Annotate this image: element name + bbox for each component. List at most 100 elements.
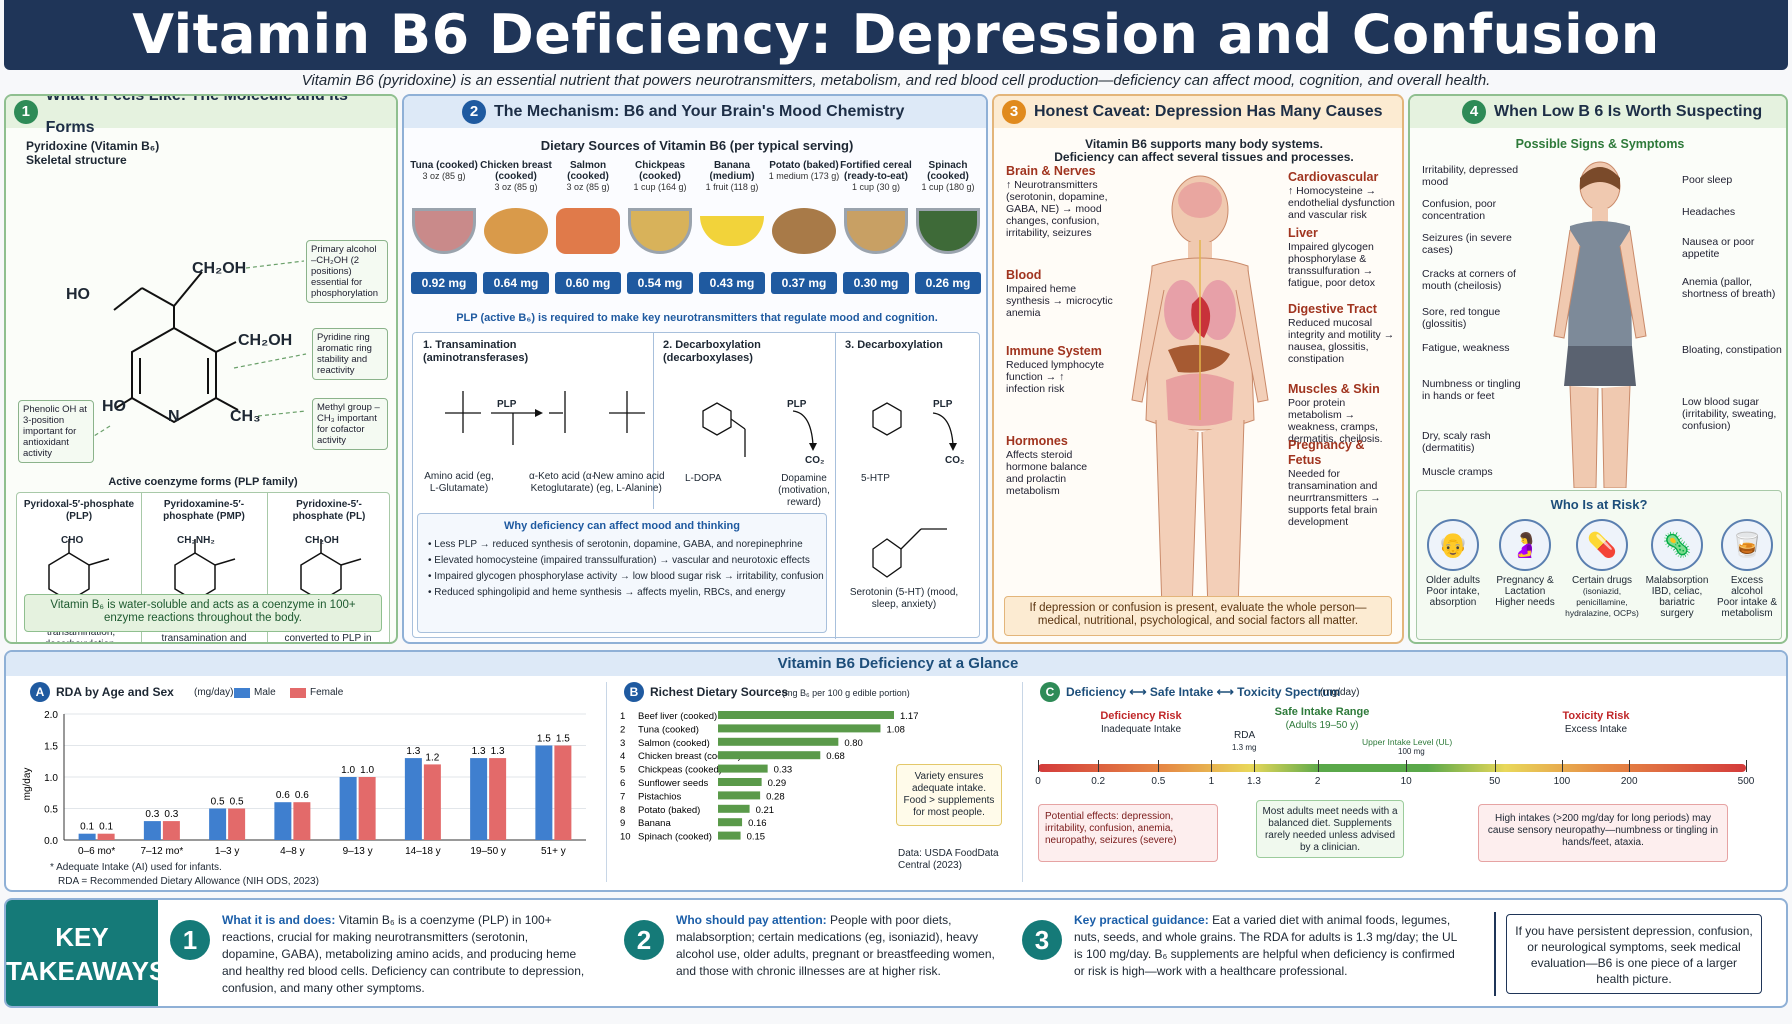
food-spinach: Spinach (cooked) 1 cup (180 g) bbox=[921, 160, 975, 192]
why-item-3: • Impaired glycogen phosphorylase activi… bbox=[428, 571, 824, 582]
sign-poor-sleep: Poor sleep bbox=[1682, 174, 1733, 186]
food-salmon-amount: 0.60 mg bbox=[555, 272, 621, 294]
source-rank: 2 bbox=[620, 724, 625, 735]
form-plp-group: CHO bbox=[61, 535, 84, 546]
system-liver: Liver Impaired glycogen phosphorylase & t… bbox=[1288, 226, 1375, 289]
form-pmp-name: Pyridoxamine-5′-phosphate (PMP) bbox=[163, 499, 245, 522]
r3-5htp: 5-HTP bbox=[861, 473, 890, 484]
rda-x-tick: 14–18 y bbox=[405, 846, 441, 857]
form-pmp-group: CH₂NH₂ bbox=[177, 535, 215, 546]
rda-bar-male bbox=[339, 777, 357, 840]
food-tuna-image bbox=[412, 208, 476, 254]
food-chicken-amount: 0.64 mg bbox=[483, 272, 549, 294]
rda-bar-label: 0.3 bbox=[145, 809, 159, 820]
pyridoxine-structure bbox=[93, 260, 307, 437]
r2-plp: PLP bbox=[787, 399, 807, 410]
rda-bar-label: 0.1 bbox=[80, 822, 94, 833]
source-rank: 4 bbox=[620, 751, 625, 762]
spectrum-unit: (mg/day) bbox=[1320, 687, 1360, 698]
source-rank: 10 bbox=[620, 832, 631, 843]
atom-n: N bbox=[168, 408, 180, 425]
rda-x-tick: 9–13 y bbox=[343, 846, 373, 857]
food-chicken-image bbox=[484, 208, 548, 254]
rda-y-tick: 1.0 bbox=[44, 773, 58, 784]
rda-bar-male bbox=[78, 833, 96, 840]
source-bar bbox=[718, 791, 761, 800]
intestine-icon: 🦠 bbox=[1651, 519, 1703, 571]
rda-marker-label: RDA bbox=[1234, 730, 1256, 741]
ul-marker-label: Upper Intake Level (UL) bbox=[1362, 737, 1453, 747]
system-brain: Brain & Nerves ↑ Neurotransmitters (serot… bbox=[1006, 164, 1108, 239]
rda-bar-label: 1.3 bbox=[406, 746, 420, 757]
risk-title: Who Is at Risk? bbox=[1550, 497, 1648, 512]
final-note: If you have persistent depression, confu… bbox=[1506, 914, 1762, 994]
r3-co2: CO₂ bbox=[945, 455, 965, 466]
food-cereal: Fortified cereal (ready-to-eat) 1 cup (30… bbox=[840, 160, 912, 192]
reaction-diagrams bbox=[445, 391, 957, 578]
food-chickpeas: Chickpeas (cooked) 1 cup (164 g) bbox=[633, 160, 687, 192]
sign-glossitis: Sore, red tongue (glossitis) bbox=[1422, 306, 1501, 330]
source-value: 0.28 bbox=[766, 791, 785, 802]
source-rank: 8 bbox=[620, 805, 625, 816]
atom-ch3: CH₃ bbox=[230, 408, 261, 425]
rda-bar-female bbox=[554, 745, 572, 840]
rda-bar-label: 0.6 bbox=[295, 790, 309, 801]
r2-co2: CO₂ bbox=[805, 455, 825, 466]
panel-caveat-title: Honest Caveat: Depression Has Many Cause… bbox=[1034, 103, 1383, 120]
page-title: Vitamin B6 Deficiency: Depression and Co… bbox=[4, 0, 1788, 70]
callout-pyridine-ring: Pyridine ring aromatic ring stability an… bbox=[312, 328, 388, 380]
sources-title: Dietary Sources of Vitamin B6 (per typic… bbox=[540, 138, 854, 153]
rda-bar-label: 1.5 bbox=[537, 734, 551, 745]
rda-bar-male bbox=[274, 802, 292, 840]
food-row: Tuna (cooked) 3 oz (85 g) Chicken breast … bbox=[408, 160, 986, 400]
woman-illustration bbox=[1553, 161, 1647, 488]
source-value: 0.21 bbox=[756, 805, 775, 816]
rda-bar-male bbox=[404, 758, 422, 840]
ul-marker-value: 100 mg bbox=[1398, 747, 1425, 756]
risk-pregnancy: 🤰 Pregnancy & Lactation Higher needs bbox=[1493, 519, 1557, 608]
panel-mechanism: 2 The Mechanism: B6 and Your Brain's Moo… bbox=[402, 94, 988, 644]
panel-glance: Vitamin B6 Deficiency at a Glance A RDA … bbox=[4, 650, 1788, 892]
r1-new-amino-acid: New amino acid (eg, L-Alanine) bbox=[593, 471, 665, 494]
safe-range-sub: (Adults 19–50 y) bbox=[1285, 720, 1359, 731]
food-potato: Potato (baked) 1 medium (173 g) bbox=[768, 160, 840, 181]
form-pl-name: Pyridoxine-5′-phosphate (PL) bbox=[292, 499, 366, 522]
source-bar bbox=[718, 751, 821, 760]
spectrum-title: Deficiency ⟷ Safe Intake ⟷ Toxicity Spec… bbox=[1066, 685, 1341, 699]
rda-bar-label: 0.5 bbox=[230, 797, 244, 808]
food-salmon-image bbox=[556, 208, 620, 254]
spectrum-tick-mark bbox=[1317, 760, 1319, 772]
risk-older-adults: 👴 Older adults Poor intake, absorption bbox=[1421, 519, 1485, 608]
food-chicken: Chicken breast (cooked) 3 oz (85 g) bbox=[480, 160, 552, 192]
food-potato-amount: 0.37 mg bbox=[771, 272, 837, 294]
panel-number-4: 4 bbox=[1462, 100, 1486, 124]
molecule-subtitle: Skeletal structure bbox=[26, 153, 127, 167]
spectrum-tick-mark bbox=[1098, 760, 1100, 772]
panel-suspect-title: When Low B 6 Is Worth Suspecting bbox=[1494, 103, 1763, 120]
sign-headaches: Headaches bbox=[1682, 206, 1736, 218]
section-a-letter: A bbox=[30, 682, 50, 702]
section-rda: A RDA by Age and Sex (mg/day) Male Femal… bbox=[6, 678, 604, 890]
reaction1-title: 1. Transamination (aminotransferases) bbox=[423, 339, 529, 364]
section-b-letter: B bbox=[624, 682, 644, 702]
deficiency-effects-box: Potential effects: depression, irritabil… bbox=[1038, 804, 1218, 862]
rda-y-tick: 0.5 bbox=[44, 805, 58, 816]
food-potato-image bbox=[772, 208, 836, 254]
rda-bar-label: 1.5 bbox=[556, 734, 570, 745]
sources-chart-unit: (mg B₆ per 100 g edible portion) bbox=[782, 688, 910, 698]
sign-dermatitis: Dry, scaly rash (dermatitis) bbox=[1422, 430, 1491, 454]
source-value: 1.08 bbox=[886, 724, 905, 735]
why-item-4: • Reduced sphingolipid and heme synthesi… bbox=[428, 587, 786, 598]
callout-methyl-group: Methyl group –CH₃ important for cofactor… bbox=[312, 398, 388, 450]
source-rank: 1 bbox=[620, 711, 625, 722]
source-bar bbox=[718, 831, 741, 840]
source-bar bbox=[718, 711, 894, 719]
safe-range-title: Safe Intake Range bbox=[1274, 706, 1370, 718]
takeaway-1: 1 What it is and does: Vitamin B₆ is a c… bbox=[170, 912, 586, 997]
food-spinach-image bbox=[916, 208, 980, 254]
source-value: 0.33 bbox=[774, 765, 793, 776]
rda-bar-label: 1.3 bbox=[472, 746, 486, 757]
rda-x-tick: 19–50 y bbox=[470, 846, 506, 857]
source-label: Potato (baked) bbox=[638, 805, 700, 816]
spectrum-tick-mark bbox=[1211, 760, 1213, 772]
